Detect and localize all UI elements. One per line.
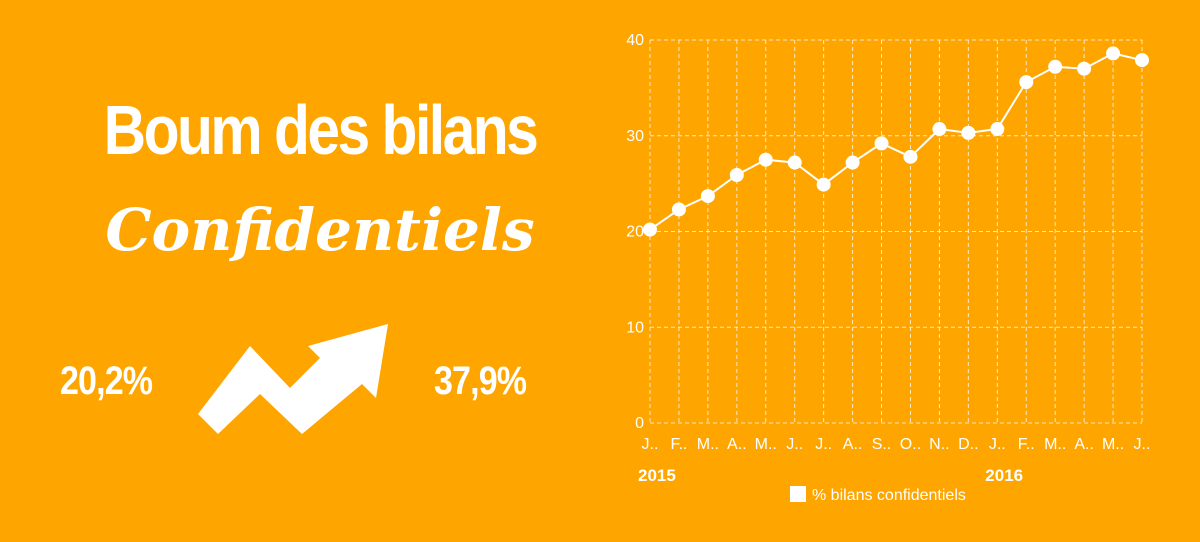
data-point [961,125,976,140]
x-tick-label: J.. [815,436,832,453]
headline-title: Boum des bilans [103,91,539,169]
legend-label: % bilans confidentiels [812,487,966,504]
x-tick-label: M.. [1044,436,1066,453]
data-point [845,155,860,170]
data-point [787,155,802,170]
start-value: 20,2% [60,359,153,403]
line-chart: 0 10 20 30 40 J.. F.. M.. A.. M.. J.. J.. A.. S.. O.. N… [626,32,1151,504]
data-point [1048,59,1063,74]
x-tick-label: A.. [1074,436,1094,453]
legend-swatch [790,486,806,502]
x-tick-label: J.. [1134,436,1151,453]
data-point [816,177,831,192]
data-point [1077,61,1092,76]
x-tick-label: A.. [843,436,863,453]
year-label: 2015 [638,466,676,485]
x-tick-label: F.. [1018,436,1035,453]
x-tick-label: F.. [670,436,687,453]
data-point [729,168,744,183]
data-point [1106,46,1121,61]
x-tick-label: D.. [958,436,978,453]
data-point [671,202,686,217]
data-point [874,136,889,151]
data-point [700,189,715,204]
x-tick-label: S.. [872,436,892,453]
x-tick-label: N.. [929,436,949,453]
x-tick-label: A.. [727,436,747,453]
x-tick-label: J.. [642,436,659,453]
series-line [649,52,1143,231]
data-point [932,122,947,137]
data-point [1135,53,1149,68]
data-point [990,122,1005,137]
x-tick-label: O.. [900,436,921,453]
x-tick-label: M.. [755,436,777,453]
y-tick-label: 30 [626,128,644,145]
headline-subtitle: Confidentiels [105,196,535,264]
x-tick-label: M.. [1102,436,1124,453]
data-point [643,222,657,237]
y-tick-label: 10 [626,319,644,336]
y-tick-label: 20 [626,224,644,241]
year-label: 2016 [985,466,1023,485]
data-point [758,152,773,167]
data-point [903,149,918,164]
y-tick-label: 0 [635,415,644,432]
trend-up-arrow-icon [198,324,388,434]
end-value: 37,9% [434,359,527,403]
x-tick-label: J.. [786,436,803,453]
data-point [1019,75,1034,90]
x-tick-label: J.. [989,436,1006,453]
y-tick-label: 40 [626,32,644,49]
x-tick-label: M.. [697,436,719,453]
